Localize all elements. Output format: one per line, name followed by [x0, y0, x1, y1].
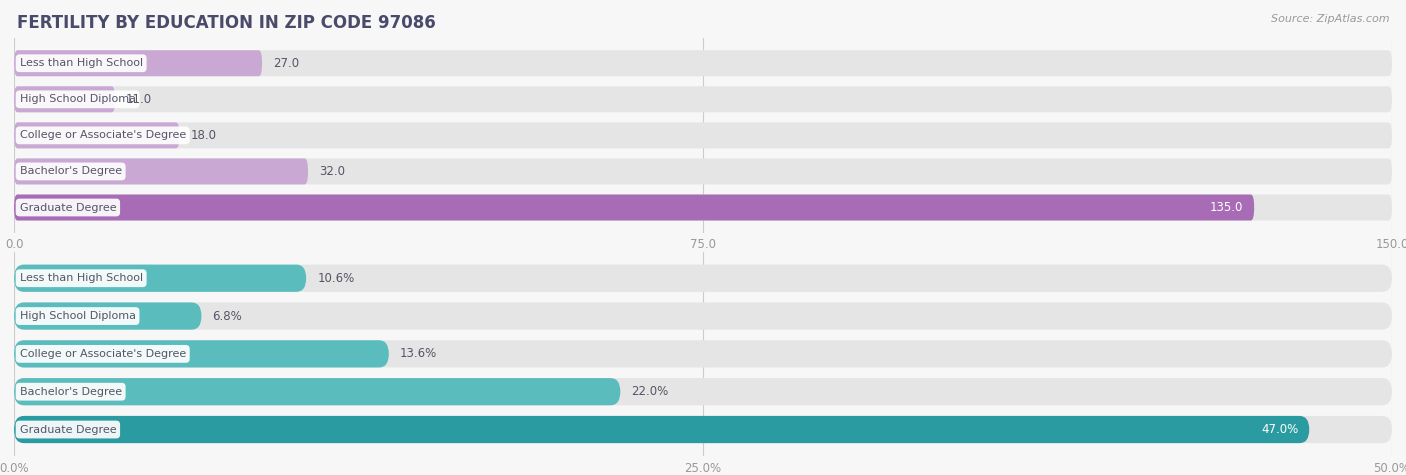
- FancyBboxPatch shape: [14, 50, 262, 76]
- Text: 18.0: 18.0: [190, 129, 217, 142]
- FancyBboxPatch shape: [14, 123, 1392, 148]
- FancyBboxPatch shape: [14, 378, 620, 405]
- FancyBboxPatch shape: [14, 265, 1392, 292]
- Text: College or Associate's Degree: College or Associate's Degree: [20, 349, 186, 359]
- Text: 32.0: 32.0: [319, 165, 344, 178]
- FancyBboxPatch shape: [14, 378, 1392, 405]
- FancyBboxPatch shape: [14, 159, 1392, 184]
- FancyBboxPatch shape: [14, 303, 1392, 330]
- FancyBboxPatch shape: [14, 416, 1392, 443]
- Text: 10.6%: 10.6%: [318, 272, 354, 285]
- FancyBboxPatch shape: [14, 123, 180, 148]
- Text: High School Diploma: High School Diploma: [20, 95, 135, 104]
- FancyBboxPatch shape: [14, 265, 307, 292]
- FancyBboxPatch shape: [14, 303, 201, 330]
- FancyBboxPatch shape: [14, 195, 1392, 220]
- Text: 135.0: 135.0: [1209, 201, 1243, 214]
- FancyBboxPatch shape: [14, 340, 1392, 368]
- FancyBboxPatch shape: [14, 195, 1254, 220]
- Text: High School Diploma: High School Diploma: [20, 311, 135, 321]
- Text: 6.8%: 6.8%: [212, 310, 242, 323]
- Text: Less than High School: Less than High School: [20, 273, 142, 283]
- FancyBboxPatch shape: [14, 159, 308, 184]
- FancyBboxPatch shape: [14, 86, 115, 112]
- FancyBboxPatch shape: [14, 86, 1392, 112]
- Text: 47.0%: 47.0%: [1261, 423, 1298, 436]
- Text: College or Associate's Degree: College or Associate's Degree: [20, 130, 186, 141]
- Text: Bachelor's Degree: Bachelor's Degree: [20, 166, 122, 176]
- Text: Less than High School: Less than High School: [20, 58, 142, 68]
- FancyBboxPatch shape: [14, 50, 1392, 76]
- Text: FERTILITY BY EDUCATION IN ZIP CODE 97086: FERTILITY BY EDUCATION IN ZIP CODE 97086: [17, 14, 436, 32]
- FancyBboxPatch shape: [14, 416, 1309, 443]
- Text: Bachelor's Degree: Bachelor's Degree: [20, 387, 122, 397]
- Text: 13.6%: 13.6%: [399, 347, 437, 361]
- Text: 11.0: 11.0: [127, 93, 152, 106]
- Text: Graduate Degree: Graduate Degree: [20, 202, 117, 212]
- Text: 27.0: 27.0: [273, 57, 299, 70]
- Text: Source: ZipAtlas.com: Source: ZipAtlas.com: [1271, 14, 1389, 24]
- FancyBboxPatch shape: [14, 340, 389, 368]
- Text: Graduate Degree: Graduate Degree: [20, 425, 117, 435]
- Text: 22.0%: 22.0%: [631, 385, 669, 398]
